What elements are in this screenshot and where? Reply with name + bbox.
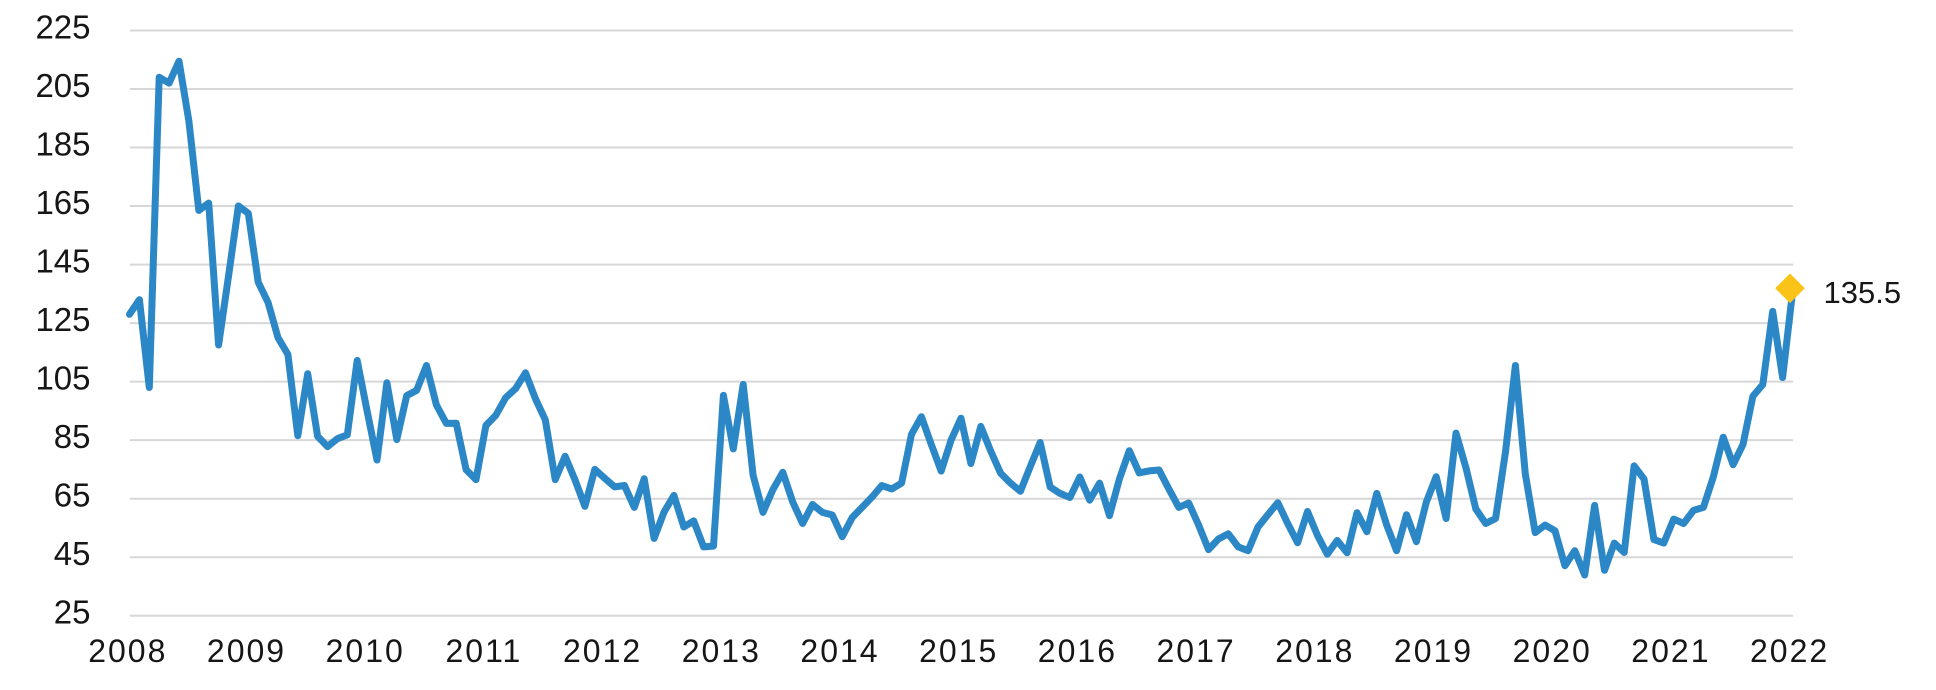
- svg-text:2022: 2022: [1750, 633, 1829, 669]
- svg-text:125: 125: [35, 301, 90, 338]
- svg-text:65: 65: [54, 477, 91, 514]
- svg-text:2021: 2021: [1631, 633, 1710, 669]
- svg-text:2018: 2018: [1275, 633, 1354, 669]
- svg-text:2014: 2014: [800, 633, 879, 669]
- svg-text:2015: 2015: [919, 633, 998, 669]
- svg-text:2008: 2008: [88, 633, 167, 669]
- svg-text:2009: 2009: [207, 633, 286, 669]
- svg-text:2013: 2013: [682, 633, 761, 669]
- svg-text:45: 45: [54, 535, 91, 572]
- svg-text:165: 165: [35, 184, 90, 221]
- svg-text:225: 225: [35, 8, 90, 45]
- svg-text:205: 205: [35, 67, 90, 104]
- svg-text:2020: 2020: [1513, 633, 1592, 669]
- svg-text:2016: 2016: [1038, 633, 1117, 669]
- svg-text:2019: 2019: [1394, 633, 1473, 669]
- svg-text:145: 145: [35, 242, 90, 279]
- svg-text:2012: 2012: [563, 633, 642, 669]
- svg-text:185: 185: [35, 125, 90, 162]
- svg-text:2011: 2011: [445, 633, 522, 669]
- svg-text:2017: 2017: [1157, 633, 1236, 669]
- svg-text:135.5: 135.5: [1824, 275, 1902, 310]
- svg-text:85: 85: [54, 418, 91, 455]
- svg-text:25: 25: [54, 594, 91, 631]
- svg-text:2010: 2010: [326, 633, 405, 669]
- svg-text:105: 105: [35, 359, 90, 396]
